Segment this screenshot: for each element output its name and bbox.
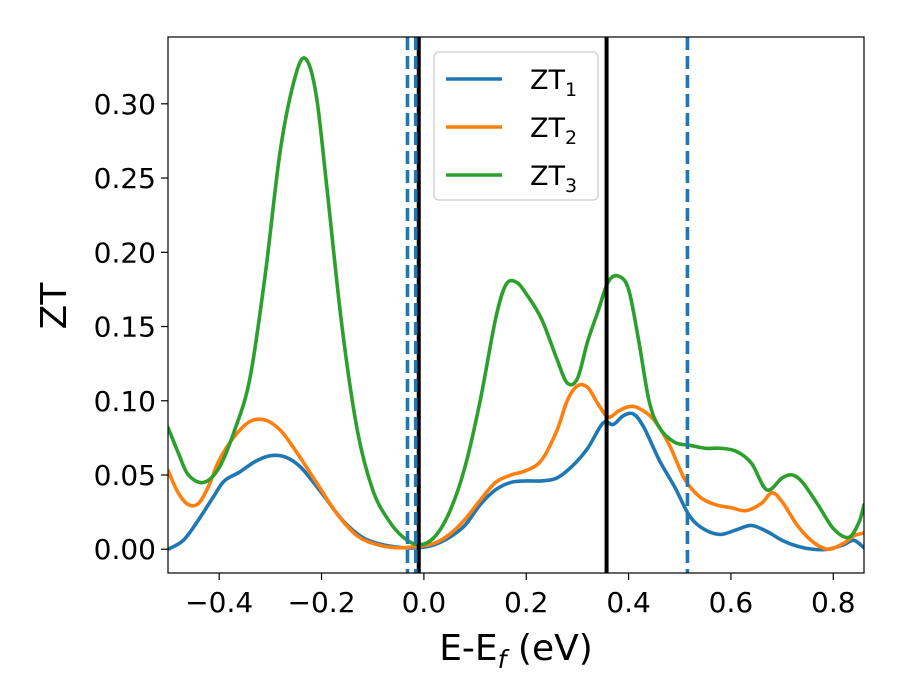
y-tick-label: 0.20	[94, 236, 156, 269]
series-line-3	[168, 56, 864, 547]
series-line-1	[168, 411, 864, 552]
x-tick-label: −0.2	[288, 586, 356, 619]
x-tick-label: 0.4	[606, 586, 651, 619]
y-tick-label: 0.00	[94, 533, 156, 566]
plot-frame	[167, 36, 865, 574]
legend-label-3: ZT3	[530, 161, 577, 197]
x-axis-title: E-Ef (eV)	[439, 628, 593, 674]
y-tick-label: 0.30	[94, 88, 156, 121]
legend-label-1: ZT1	[530, 65, 577, 101]
axes: −0.4 −0.2 0.0 0.2 0.4 0.6 0.8 0.00 0.05 0.10 0.15 0…	[94, 36, 865, 619]
legend-label-2: ZT2	[530, 113, 577, 149]
y-tick-label: 0.05	[94, 459, 156, 492]
y-axis-title: ZT	[34, 282, 75, 330]
legend: ZT1 ZT2 ZT3	[433, 51, 599, 201]
legend-box	[433, 51, 599, 201]
x-tick-label: 0.2	[504, 586, 549, 619]
x-tick-label: 0.6	[709, 586, 754, 619]
y-tick-label: 0.25	[94, 162, 156, 195]
x-tick-label: 0.8	[811, 586, 856, 619]
series-line-2	[168, 382, 864, 552]
y-tick-label: 0.10	[94, 385, 156, 418]
plot-area	[168, 37, 864, 573]
y-tick-label: 0.15	[94, 311, 156, 344]
x-tick-label: −0.4	[185, 586, 253, 619]
x-tick-label: 0.0	[402, 586, 447, 619]
